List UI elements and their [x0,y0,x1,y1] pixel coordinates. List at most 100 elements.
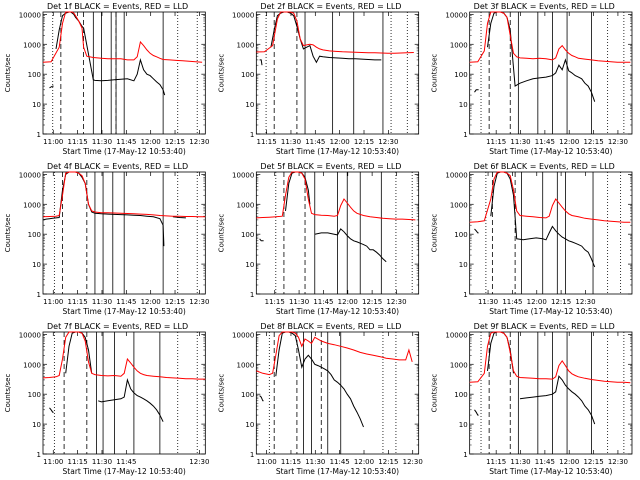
panel-title: Det 7f BLACK = Events, RED = LLD [47,322,188,331]
events-series-line [259,11,382,66]
y-tick-label: 100 [454,391,467,399]
x-tick-label: 12:30 [403,458,423,466]
x-axis-label: Start Time (17-May-12 10:53:40) [276,147,399,156]
x-tick-label: 11:45 [535,138,555,146]
x-tick-label: 12:15 [362,298,382,306]
y-tick-label: 1 [463,291,467,299]
x-tick-label: 11:00 [257,458,277,466]
x-axis-label: Start Time (17-May-12 10:53:40) [489,467,612,476]
x-tick-label: 11:15 [257,138,277,146]
y-tick-label: 100 [241,71,254,79]
y-tick-label: 10 [245,421,254,429]
y-tick-label: 1000 [237,361,255,369]
panel-det-8f: Det 8f BLACK = Events, RED = LLD 1 10 100 10… [217,322,422,476]
panel-det-7f: Det 7f BLACK = Events, RED = LLD 1 10 100 10… [4,322,209,476]
y-tick-label: 10000 [232,331,254,339]
y-tick-label: 100 [28,71,41,79]
y-axis-label: Counts/sec [217,374,225,413]
y-tick-label: 10000 [445,11,467,19]
y-tick-label: 1000 [23,361,41,369]
y-tick-label: 1000 [450,201,468,209]
x-tick-label: 12:00 [527,298,547,306]
x-tick-label: 11:30 [92,458,112,466]
panel-det-5f: Det 5f BLACK = Events, RED = LLD 1 10 100 10… [217,162,420,316]
y-axis-label: Counts/sec [4,374,12,413]
y-tick-label: 1000 [450,361,468,369]
y-tick-label: 10000 [19,331,41,339]
y-tick-label: 1 [250,131,254,139]
x-tick-label: 11:15 [281,458,301,466]
y-tick-label: 10000 [445,331,467,339]
x-axis-label: Start Time (17-May-12 10:53:40) [489,307,612,316]
y-tick-label: 1 [250,451,254,459]
x-tick-label: 11:45 [116,458,136,466]
panel-title: Det 6f BLACK = Events, RED = LLD [474,162,615,171]
y-tick-label: 10000 [232,11,254,19]
y-tick-label: 100 [241,391,254,399]
y-tick-label: 10 [32,421,41,429]
x-tick-label: 12:00 [338,298,358,306]
x-tick-label: 11:45 [502,298,522,306]
x-tick-label: 12:15 [583,458,603,466]
x-tick-label: 11:00 [43,458,63,466]
x-tick-label: 12:30 [189,458,209,466]
x-tick-label: 12:00 [559,138,579,146]
y-tick-label: 1 [37,131,41,139]
lld-series-line [256,171,416,221]
x-tick-label: 12:15 [551,298,571,306]
panel-det-4f: Det 4f BLACK = Events, RED = LLD 1 10 100 10… [4,162,209,316]
y-tick-label: 10000 [19,11,41,19]
x-tick-label: 11:15 [486,458,506,466]
x-tick-label: 11:45 [116,138,136,146]
y-tick-label: 1000 [237,41,255,49]
y-tick-label: 1000 [237,201,255,209]
x-tick-label: 11:45 [313,298,333,306]
x-tick-label: 11:45 [305,138,325,146]
y-tick-label: 1000 [23,201,41,209]
y-tick-label: 100 [454,71,467,79]
events-series-line [49,11,166,96]
x-tick-label: 11:30 [289,298,309,306]
lld-series-line [469,171,631,223]
panel-title: Det 5f BLACK = Events, RED = LLD [260,162,401,171]
y-tick-label: 10 [459,101,468,109]
plot-frame [469,11,633,135]
x-tick-label: 12:00 [354,458,374,466]
lld-series-line [256,11,414,54]
x-tick-label: 12:00 [559,458,579,466]
y-axis-label: Counts/sec [431,54,439,93]
y-tick-label: 100 [241,231,254,239]
x-tick-label: 12:30 [189,138,209,146]
x-tick-label: 11:15 [68,458,88,466]
x-tick-label: 11:00 [43,138,63,146]
x-tick-label: 11:45 [535,458,555,466]
y-axis-label: Counts/sec [217,54,225,93]
panel-det-9f: Det 9f BLACK = Events, RED = LLD 1 10 100 10… [431,322,633,476]
y-tick-label: 1 [250,291,254,299]
x-tick-label: 12:15 [165,298,185,306]
plot-frame [255,11,420,135]
y-tick-label: 10 [32,261,41,269]
y-axis-label: Counts/sec [4,54,12,93]
x-tick-label: 12:00 [330,138,350,146]
x-tick-label: 12:15 [583,138,603,146]
x-tick-label: 11:15 [486,138,506,146]
x-tick-label: 11:30 [510,458,530,466]
x-tick-label: 12:15 [165,138,185,146]
x-tick-label: 12:30 [608,458,628,466]
x-tick-label: 11:30 [281,138,301,146]
x-tick-label: 11:15 [265,298,285,306]
panel-title: Det 1f BLACK = Events, RED = LLD [47,2,188,11]
x-tick-label: 12:30 [378,138,398,146]
y-tick-label: 1000 [450,41,468,49]
x-tick-label: 12:30 [608,138,628,146]
x-tick-label: 11:30 [478,298,498,306]
y-tick-label: 10000 [445,171,467,179]
panel-title: Det 4f BLACK = Events, RED = LLD [47,162,188,171]
x-tick-label: 12:30 [575,298,595,306]
y-tick-label: 10000 [232,171,254,179]
panel-title: Det 8f BLACK = Events, RED = LLD [260,322,401,331]
x-axis-label: Start Time (17-May-12 10:53:40) [276,467,399,476]
x-tick-label: 11:45 [330,458,350,466]
x-tick-label: 11:45 [116,298,136,306]
